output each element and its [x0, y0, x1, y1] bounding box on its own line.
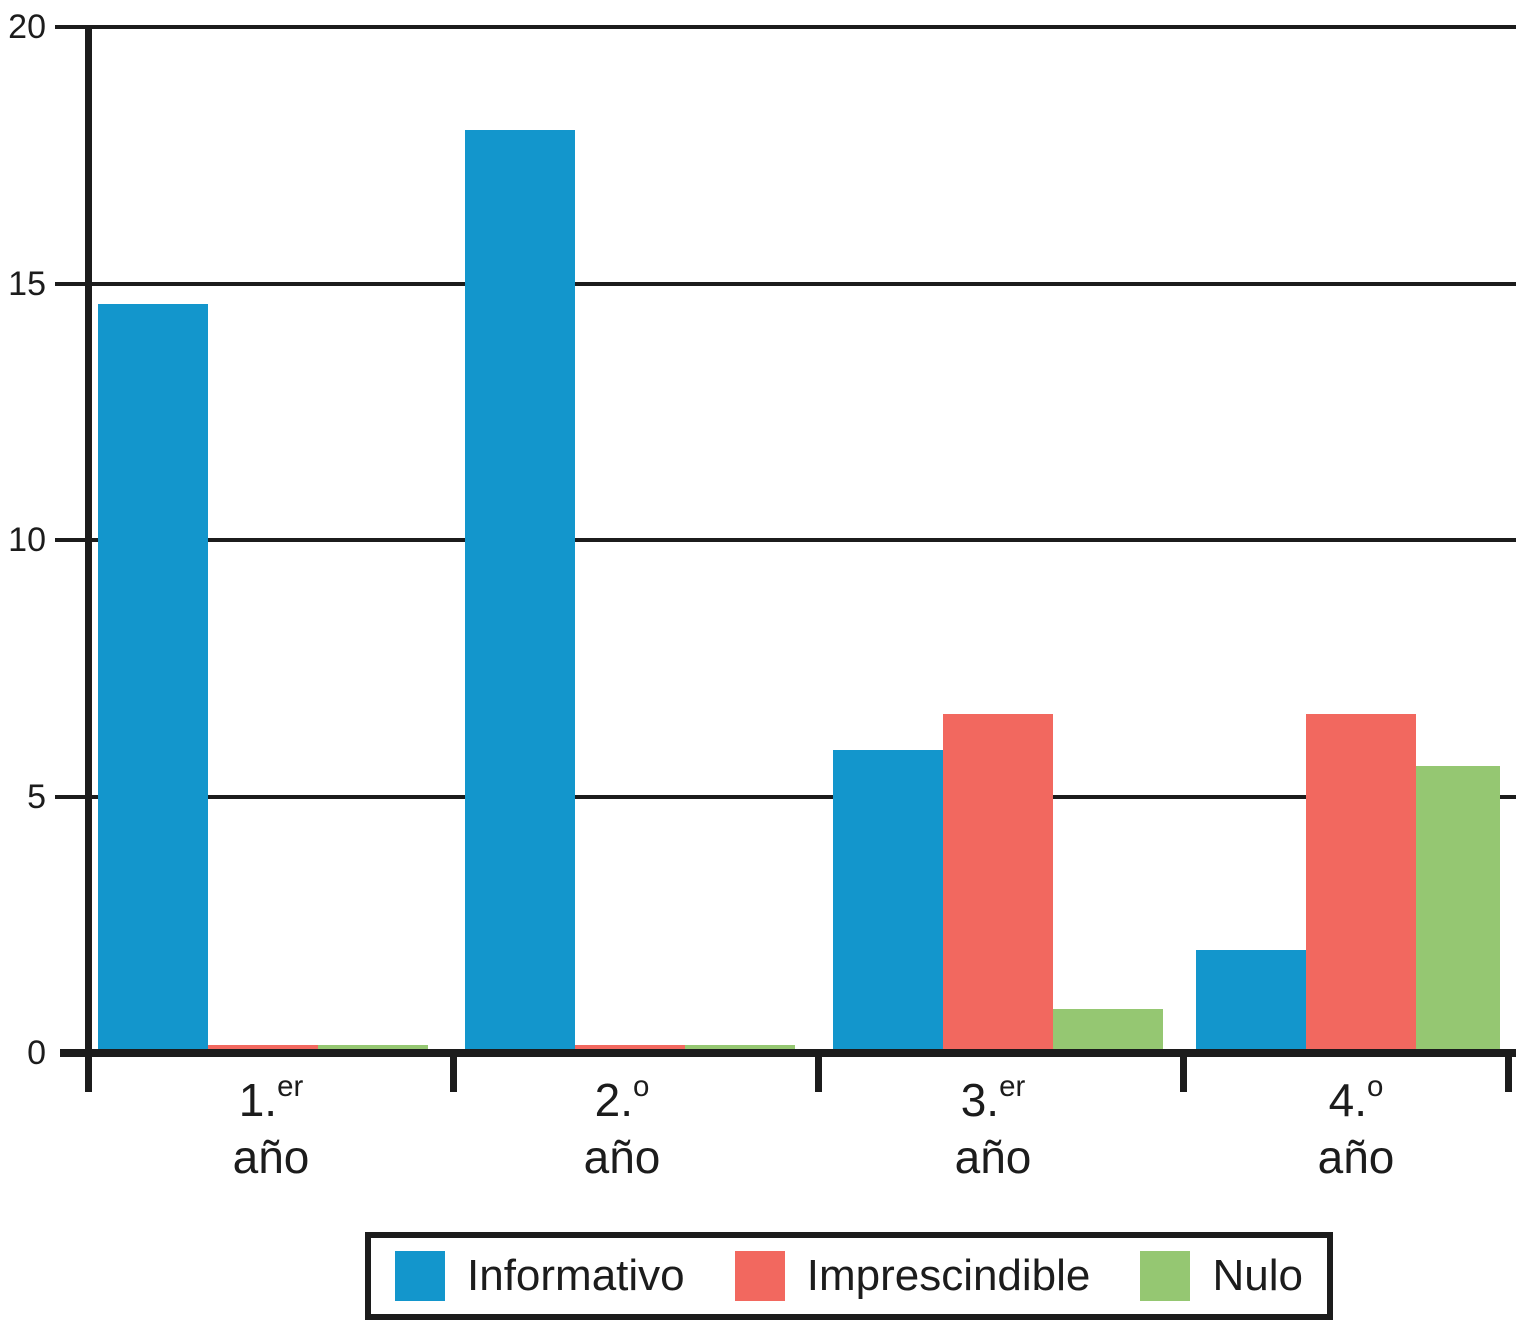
legend-label-imprescindible: Imprescindible	[806, 1251, 1091, 1300]
bar-informativo-4	[1196, 950, 1306, 1053]
y-tick-label-15: 15	[8, 264, 46, 303]
x-tick-4	[1505, 1053, 1512, 1092]
gridline-5	[55, 794, 1516, 799]
gridline-10	[55, 538, 1516, 542]
y-tick-label-10: 10	[8, 521, 46, 559]
legend-swatch-informativo	[395, 1251, 445, 1301]
legend-item-informativo: Informativo	[395, 1251, 685, 1301]
x-label-1: 1.er año	[232, 1070, 310, 1183]
gridline-15	[55, 281, 1516, 286]
legend-box: Informativo Imprescindible Nulo	[365, 1232, 1333, 1320]
x-tick-3	[1180, 1053, 1187, 1092]
bar-imprescindible-4	[1306, 714, 1416, 1053]
x-axis-line	[60, 1049, 1516, 1057]
y-tick-label-20: 20	[8, 8, 46, 46]
legend-swatch-imprescindible	[734, 1251, 785, 1301]
legend-swatch-nulo	[1140, 1251, 1191, 1301]
bar-nulo-3	[1053, 1009, 1163, 1053]
bar-imprescindible-3	[943, 714, 1053, 1053]
x-label-3: 3.er año	[954, 1070, 1032, 1183]
gridline-20	[55, 25, 1516, 29]
x-label-4: 4.o año	[1317, 1070, 1395, 1183]
legend-label-nulo: Nulo	[1212, 1251, 1303, 1300]
legend-item-nulo: Nulo	[1140, 1251, 1303, 1301]
y-tick-label-5: 5	[27, 777, 46, 816]
bar-informativo-3	[833, 750, 943, 1053]
bar-informativo-1	[98, 304, 208, 1053]
x-tick-1	[450, 1053, 457, 1092]
x-tick-2	[815, 1053, 822, 1092]
x-label-2: 2.o año	[583, 1070, 661, 1183]
bar-informativo-2	[465, 129, 575, 1053]
y-tick-label-0: 0	[27, 1034, 46, 1072]
y-axis-line	[85, 27, 92, 1092]
legend-item-imprescindible: Imprescindible	[734, 1251, 1091, 1301]
bar-nulo-4	[1416, 765, 1500, 1053]
legend-label-informativo: Informativo	[467, 1251, 685, 1300]
